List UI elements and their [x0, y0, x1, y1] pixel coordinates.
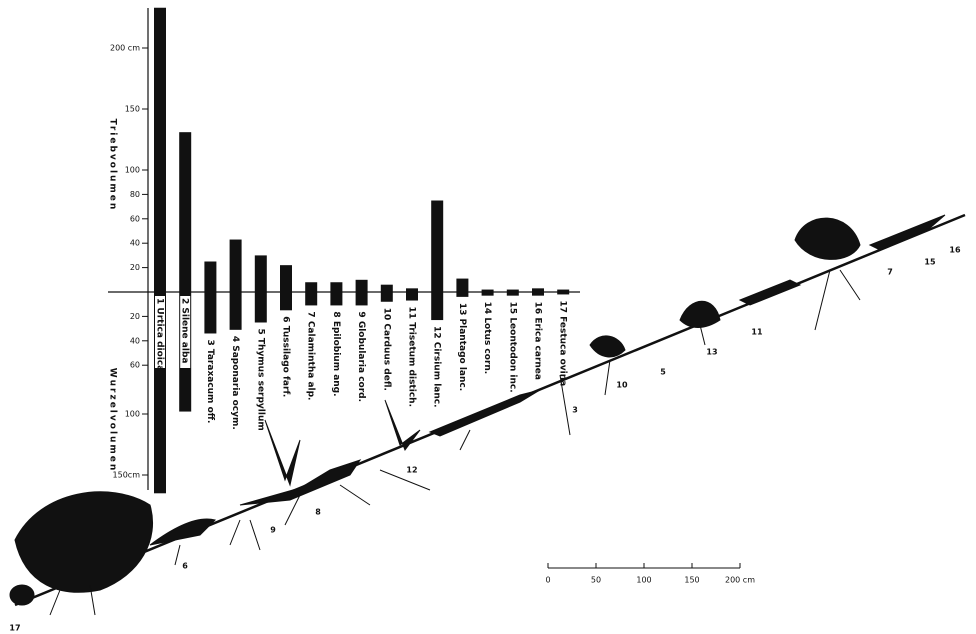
- bar: [381, 292, 393, 302]
- category-label: 7 Calamintha alp.: [306, 311, 316, 400]
- category-label: 11 Trisetum distich.: [407, 307, 417, 407]
- plant-label: 3: [572, 406, 578, 415]
- plant-drawing: [10, 215, 965, 615]
- bar: [431, 201, 443, 293]
- plant: [430, 390, 540, 436]
- y-tick-label: 200 cm: [110, 44, 140, 53]
- plant-label: 6: [182, 562, 188, 571]
- bar: [456, 279, 468, 292]
- bar: [532, 288, 544, 292]
- plant: [265, 420, 300, 485]
- bar: [456, 292, 468, 297]
- category-label: 4 Saponaria ocym.: [230, 336, 240, 430]
- y-tick-label: 40: [130, 239, 140, 248]
- plant: [385, 400, 420, 450]
- y-tick-label: 60: [130, 361, 140, 370]
- category-label: 6 Tussilago farf.: [281, 316, 291, 397]
- y-tick-label: 60: [130, 214, 140, 223]
- y-tick-label: 40: [130, 336, 140, 345]
- bar: [230, 240, 242, 292]
- bar: [280, 265, 292, 292]
- bar: [204, 292, 216, 333]
- bar: [482, 290, 494, 292]
- bar: [431, 292, 443, 320]
- plant-label: 16: [949, 246, 961, 255]
- y-tick-label: 20: [130, 312, 140, 321]
- bar: [532, 292, 544, 296]
- category-label: 8 Epilobium ang.: [331, 311, 341, 396]
- plant: [150, 519, 215, 545]
- category-label: 17 Festuca ovina: [558, 300, 568, 386]
- category-label: 16 Erica carnea: [533, 302, 543, 380]
- bar: [406, 288, 418, 292]
- bar: [204, 262, 216, 293]
- plant: [870, 215, 945, 250]
- y-tick-label: 150cm: [113, 471, 141, 480]
- plant-label: 13: [706, 348, 717, 357]
- y-tick-label: 80: [130, 190, 140, 199]
- y-label-top: Triebvolumen: [108, 119, 118, 212]
- plant: [795, 218, 860, 259]
- category-label: 15 Leontodon inc.: [507, 302, 517, 393]
- bush: [15, 492, 153, 592]
- bar: [507, 292, 519, 296]
- plant-label: 15: [924, 258, 936, 267]
- scale-label: 50: [591, 576, 601, 585]
- bar: [330, 292, 342, 305]
- bar: [179, 132, 191, 292]
- bar: [154, 8, 166, 292]
- y-label-bottom: Wurzelvolumen: [108, 368, 118, 473]
- scale-label: 200 cm: [725, 576, 755, 585]
- plant-label: 5: [660, 368, 666, 377]
- y-tick-label: 20: [130, 263, 140, 272]
- bar: [381, 285, 393, 292]
- y-tick-label: 150: [125, 105, 140, 114]
- bar: [255, 292, 267, 323]
- plant-label: 9: [270, 526, 276, 535]
- plant-label: 8: [315, 508, 321, 517]
- plant-label: 10: [616, 381, 628, 390]
- bar: [230, 292, 242, 330]
- scale-label: 0: [545, 576, 550, 585]
- scale-label: 150: [684, 576, 699, 585]
- scale-label: 100: [636, 576, 651, 585]
- category-label: 5 Thymus serpyllum: [255, 329, 265, 431]
- category-label: 2 Silene alba: [180, 298, 190, 363]
- bar: [356, 292, 368, 305]
- category-label: 10 Carduus defl.: [381, 308, 391, 391]
- category-label: 12 Cirsium lanc.: [432, 326, 442, 407]
- bar: [255, 255, 267, 292]
- plant-label: 7: [887, 268, 893, 277]
- bar: [406, 292, 418, 301]
- category-label: 14 Lotus corn.: [482, 302, 492, 375]
- plant-label: 12: [406, 466, 417, 475]
- y-tick-label: 100: [125, 410, 140, 419]
- bar: [305, 282, 317, 292]
- plant-label: 17: [9, 624, 20, 633]
- plant: [10, 585, 34, 605]
- figure: Triebvolumen Wurzelvolumen 150cm10060402…: [0, 0, 976, 634]
- plant: [740, 280, 800, 305]
- bar: [330, 282, 342, 292]
- bar: [482, 292, 494, 296]
- bar: [305, 292, 317, 305]
- plant: [240, 460, 360, 505]
- plant: [590, 336, 625, 357]
- bar: [557, 292, 569, 294]
- y-tick-label: 100: [125, 166, 140, 175]
- bar: [280, 292, 292, 310]
- plant: [680, 301, 720, 327]
- bar: [507, 290, 519, 292]
- bar: [356, 280, 368, 292]
- category-label: 3 Taraxacum off.: [205, 339, 215, 423]
- category-label: 13 Plantago lanc.: [457, 303, 467, 391]
- bar: [557, 290, 569, 292]
- plant-label: 11: [751, 328, 763, 337]
- category-label: 1 Urtica dioica: [155, 298, 165, 371]
- category-label: 9 Globularia cord.: [356, 311, 366, 402]
